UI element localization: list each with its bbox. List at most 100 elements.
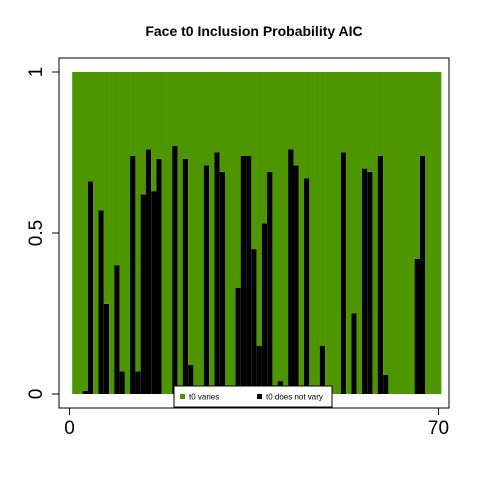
bar-t0-varies bbox=[288, 72, 294, 150]
bar-t0-varies bbox=[87, 72, 94, 182]
bar-t0-varies bbox=[167, 72, 173, 394]
bar-t0-varies bbox=[135, 72, 141, 372]
bar-t0-does-not-vary bbox=[119, 371, 125, 394]
bar-t0-varies bbox=[109, 72, 115, 394]
bar-t0-varies bbox=[335, 72, 342, 394]
y-tick-label: 0.5 bbox=[26, 220, 47, 246]
bar-t0-does-not-vary bbox=[261, 223, 268, 394]
bar-t0-does-not-vary bbox=[98, 210, 104, 394]
bar-t0-varies bbox=[145, 72, 152, 150]
axes: 0 70 0 0.5 1 bbox=[26, 67, 449, 439]
bar-t0-does-not-vary bbox=[414, 258, 421, 394]
bar-t0-varies bbox=[420, 72, 426, 156]
bar-t0-does-not-vary bbox=[362, 168, 368, 394]
bar-t0-varies bbox=[340, 72, 347, 153]
bar-t0-does-not-vary bbox=[219, 171, 226, 394]
bar-t0-varies bbox=[398, 72, 405, 394]
bar-t0-varies bbox=[362, 72, 368, 169]
bar-t0-varies bbox=[251, 72, 257, 250]
bar-t0-varies bbox=[98, 72, 105, 211]
bar-t0-varies bbox=[304, 72, 310, 179]
bar-t0-does-not-vary bbox=[377, 155, 384, 394]
y-tick-label: 0 bbox=[26, 389, 47, 400]
bar-t0-varies bbox=[119, 72, 126, 372]
bar-t0-varies bbox=[130, 72, 136, 156]
bar-t0-varies bbox=[277, 72, 284, 382]
bar-t0-varies bbox=[182, 72, 189, 159]
bar-t0-does-not-vary bbox=[420, 155, 426, 394]
bar-t0-does-not-vary bbox=[235, 287, 241, 394]
bar-t0-varies bbox=[330, 72, 336, 394]
bar-t0-varies bbox=[246, 72, 252, 156]
bar-t0-varies bbox=[325, 72, 331, 394]
bar-t0-does-not-vary bbox=[351, 313, 357, 394]
bar-t0-varies bbox=[230, 72, 236, 394]
bar-t0-does-not-vary bbox=[304, 178, 310, 394]
bar-t0-varies bbox=[404, 72, 410, 394]
bar-t0-varies bbox=[314, 72, 321, 394]
bar-t0-varies bbox=[172, 72, 178, 147]
bar-t0-varies bbox=[93, 72, 99, 394]
bar-t0-varies bbox=[298, 72, 305, 394]
bar-t0-does-not-vary bbox=[251, 249, 257, 394]
bar-t0-varies bbox=[240, 72, 247, 156]
bar-t0-does-not-vary bbox=[172, 146, 178, 394]
bar-t0-varies bbox=[140, 72, 147, 195]
bar-t0-does-not-vary bbox=[182, 158, 189, 394]
chart-title: Face t0 Inclusion Probability AIC bbox=[145, 23, 362, 39]
y-tick-label: 1 bbox=[26, 67, 47, 78]
bar-t0-varies bbox=[77, 72, 84, 394]
bar-t0-does-not-vary bbox=[114, 265, 120, 394]
bar-t0-varies bbox=[261, 72, 268, 224]
bar-t0-varies bbox=[124, 72, 131, 394]
bar-t0-varies bbox=[82, 72, 89, 391]
bar-t0-does-not-vary bbox=[130, 155, 136, 394]
bar-t0-varies bbox=[256, 72, 263, 346]
bar-t0-does-not-vary bbox=[340, 152, 347, 394]
bar-t0-varies bbox=[430, 72, 437, 394]
bar-t0-varies bbox=[346, 72, 352, 394]
bar-t0-varies bbox=[198, 72, 205, 394]
bar-t0-does-not-vary bbox=[145, 149, 152, 394]
bar-t0-varies bbox=[356, 72, 363, 394]
bar-t0-varies bbox=[309, 72, 315, 394]
legend-swatch bbox=[180, 394, 185, 399]
bar-t0-varies bbox=[235, 72, 242, 288]
bar-t0-varies bbox=[114, 72, 120, 266]
legend-swatch bbox=[257, 394, 262, 399]
bar-t0-does-not-vary bbox=[267, 171, 273, 394]
x-tick-label: 70 bbox=[428, 418, 449, 439]
bar-t0-varies bbox=[282, 72, 289, 394]
bar-t0-varies bbox=[177, 72, 184, 394]
bar-t0-varies bbox=[225, 72, 231, 394]
bar-t0-varies bbox=[219, 72, 226, 172]
bar-t0-does-not-vary bbox=[256, 345, 262, 394]
bar-t0-does-not-vary bbox=[135, 371, 141, 394]
bar-t0-varies bbox=[351, 72, 358, 314]
bar-t0-does-not-vary bbox=[188, 365, 194, 394]
legend-box bbox=[173, 385, 333, 408]
bar-t0-varies bbox=[383, 72, 389, 375]
bar-t0-varies bbox=[377, 72, 384, 156]
bar-t0-does-not-vary bbox=[151, 191, 157, 394]
bar-t0-does-not-vary bbox=[103, 303, 110, 394]
bar-t0-varies bbox=[393, 72, 400, 394]
bar-t0-varies bbox=[319, 72, 326, 346]
bar-t0-does-not-vary bbox=[203, 165, 210, 394]
bar-t0-does-not-vary bbox=[240, 155, 247, 394]
bar-t0-varies bbox=[214, 72, 221, 153]
bar-t0-does-not-vary bbox=[82, 390, 88, 394]
bar-t0-varies bbox=[388, 72, 394, 394]
bar-t0-varies bbox=[188, 72, 194, 366]
bar-t0-varies bbox=[367, 72, 373, 172]
bar-t0-varies bbox=[156, 72, 163, 159]
bar-t0-varies bbox=[372, 72, 379, 394]
bar-t0-varies bbox=[209, 72, 215, 394]
bar-t0-varies bbox=[272, 72, 279, 394]
bar-t0-does-not-vary bbox=[87, 181, 94, 394]
bar-t0-does-not-vary bbox=[156, 158, 162, 394]
bar-t0-does-not-vary bbox=[288, 149, 294, 394]
bar-t0-varies bbox=[409, 72, 416, 394]
bar-t0-varies bbox=[203, 72, 210, 166]
bar-t0-varies bbox=[414, 72, 421, 259]
